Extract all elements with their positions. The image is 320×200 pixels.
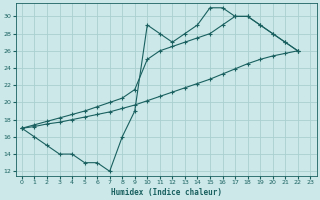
X-axis label: Humidex (Indice chaleur): Humidex (Indice chaleur) — [111, 188, 221, 197]
